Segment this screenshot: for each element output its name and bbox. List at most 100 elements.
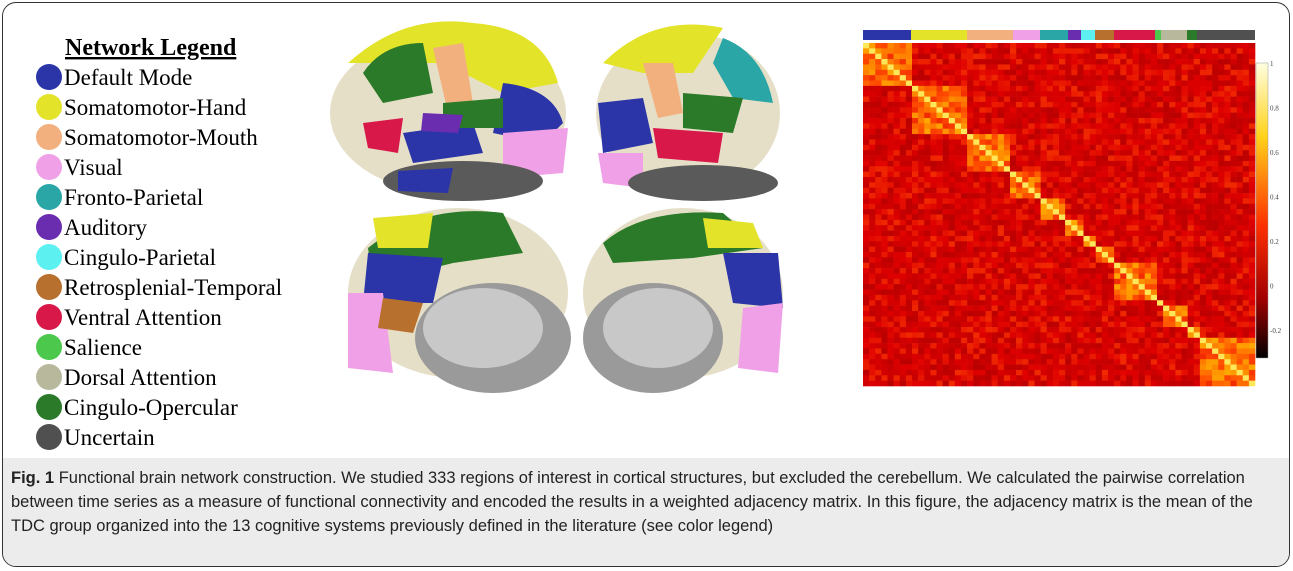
matrix-cell [930, 370, 936, 376]
matrix-cell [1053, 332, 1059, 338]
matrix-cell [992, 198, 998, 204]
matrix-cell [1194, 322, 1200, 328]
matrix-cell [1194, 327, 1200, 333]
matrix-cell [1010, 316, 1016, 322]
matrix-cell [1028, 123, 1034, 129]
matrix-cell [1212, 48, 1218, 54]
matrix-cell [986, 290, 992, 296]
matrix-cell [918, 327, 924, 333]
matrix-cell [955, 166, 961, 172]
matrix-cell [1163, 75, 1169, 81]
matrix-cell [979, 343, 985, 349]
matrix-cell [949, 263, 955, 269]
matrix-cell [863, 381, 869, 387]
matrix-cell [973, 332, 979, 338]
matrix-cell [1249, 48, 1255, 54]
matrix-cell [1047, 338, 1053, 344]
matrix-cell [1231, 257, 1237, 263]
matrix-cell [1071, 139, 1077, 145]
matrix-cell [1206, 48, 1212, 54]
matrix-cell [869, 273, 875, 279]
matrix-cell [1188, 273, 1194, 279]
matrix-cell [1163, 172, 1169, 178]
matrix-cell [888, 129, 894, 135]
matrix-cell [1114, 156, 1120, 162]
matrix-cell [1126, 370, 1132, 376]
matrix-cell [1120, 295, 1126, 301]
matrix-cell [1237, 220, 1243, 226]
matrix-cell [1139, 91, 1145, 97]
matrix-cell [1059, 193, 1065, 199]
matrix-cell [1102, 48, 1108, 54]
matrix-cell [1133, 332, 1139, 338]
matrix-cell [881, 118, 887, 124]
matrix-cell [1071, 295, 1077, 301]
matrix-cell [1016, 359, 1022, 365]
matrix-cell [1120, 177, 1126, 183]
matrix-cell [1065, 290, 1071, 296]
matrix-cell [1065, 134, 1071, 140]
matrix-cell [967, 161, 973, 167]
matrix-cell [869, 354, 875, 360]
matrix-cell [1053, 86, 1059, 92]
matrix-cell [1224, 322, 1230, 328]
matrix-cell [973, 43, 979, 49]
matrix-cell [1237, 91, 1243, 97]
matrix-cell [1237, 236, 1243, 242]
matrix-cell [1231, 263, 1237, 269]
matrix-cell [1133, 102, 1139, 108]
matrix-cell [1163, 188, 1169, 194]
matrix-cell [894, 43, 900, 49]
matrix-cell [924, 182, 930, 188]
legend-swatch [36, 274, 62, 300]
matrix-cell [1096, 70, 1102, 76]
matrix-cell [1071, 375, 1077, 381]
matrix-cell [1114, 145, 1120, 151]
matrix-cell [1151, 81, 1157, 87]
matrix-cell [881, 279, 887, 285]
matrix-cell [1004, 247, 1010, 253]
matrix-cell [1028, 370, 1034, 376]
matrix-cell [863, 150, 869, 156]
matrix-cell [1243, 107, 1249, 113]
matrix-cell [973, 375, 979, 381]
matrix-cell [973, 273, 979, 279]
matrix-cell [1077, 64, 1083, 70]
matrix-cell [918, 182, 924, 188]
matrix-cell [998, 338, 1004, 344]
matrix-cell [1145, 359, 1151, 365]
matrix-cell [1090, 172, 1096, 178]
matrix-cell [992, 156, 998, 162]
matrix-cell [1224, 279, 1230, 285]
matrix-cell [1237, 338, 1243, 344]
matrix-cell [1090, 306, 1096, 312]
matrix-cell [894, 193, 900, 199]
matrix-cell [1108, 252, 1114, 258]
matrix-cell [1157, 86, 1163, 92]
matrix-cell [1059, 161, 1065, 167]
matrix-cell [979, 166, 985, 172]
matrix-cell [1047, 225, 1053, 231]
matrix-cell [1114, 54, 1120, 60]
matrix-cell [1041, 225, 1047, 231]
matrix-cell [1022, 215, 1028, 221]
matrix-cell [1071, 236, 1077, 242]
matrix-cell [1102, 263, 1108, 269]
matrix-cell [1016, 145, 1022, 151]
matrix-cell [894, 59, 900, 65]
matrix-cell [967, 375, 973, 381]
matrix-cell [1059, 54, 1065, 60]
matrix-cell [1053, 166, 1059, 172]
matrix-cell [1249, 300, 1255, 306]
matrix-cell [979, 322, 985, 328]
matrix-cell [967, 279, 973, 285]
matrix-cell [967, 348, 973, 354]
matrix-cell [1139, 338, 1145, 344]
matrix-cell [869, 225, 875, 231]
matrix-cell [906, 204, 912, 210]
matrix-cell [1028, 279, 1034, 285]
matrix-cell [1035, 102, 1041, 108]
matrix-cell [1175, 107, 1181, 113]
matrix-cell [955, 354, 961, 360]
matrix-cell [1035, 225, 1041, 231]
